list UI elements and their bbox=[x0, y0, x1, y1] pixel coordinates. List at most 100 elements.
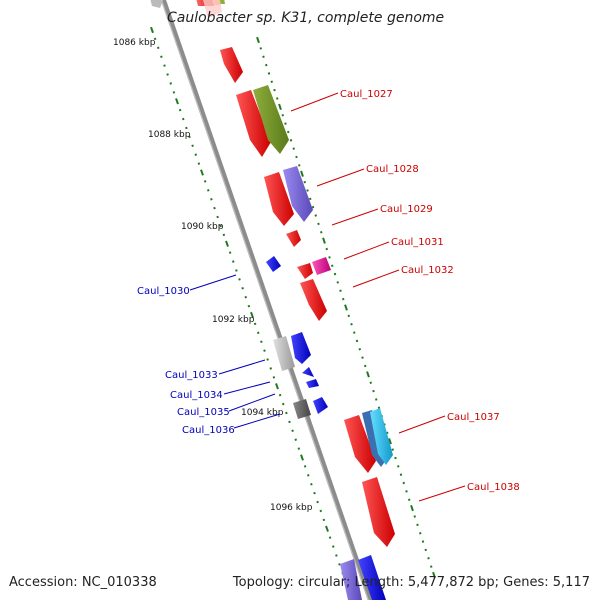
scale-minor-tick bbox=[372, 389, 375, 393]
scale-labels: 1086 kbp 1088 kbp 1090 kbp 1092 kbp 1094… bbox=[113, 38, 313, 513]
scale-minor-tick bbox=[264, 63, 268, 67]
scale-minor-tick bbox=[266, 358, 269, 361]
gene-label-caul-1038[interactable]: Caul_1038 bbox=[467, 482, 520, 493]
partial-features-top bbox=[150, 0, 225, 18]
gene-label-caul-1034[interactable]: Caul_1034 bbox=[170, 390, 223, 401]
scale-minor-tick bbox=[206, 189, 210, 192]
scale-label-1094: 1094 kbp bbox=[241, 408, 284, 418]
scale-minor-tick bbox=[197, 162, 201, 165]
scale-minor-tick bbox=[394, 456, 397, 460]
scale-major-tick bbox=[300, 454, 304, 461]
gene-label-caul-1037[interactable]: Caul_1037 bbox=[447, 412, 500, 423]
scale-minor-tick bbox=[297, 447, 301, 450]
scale-minor-tick bbox=[330, 264, 334, 267]
scale-minor-tick bbox=[216, 215, 219, 219]
gene-arrow-caul-1038 bbox=[362, 477, 395, 547]
gene-arrow-caul-1028-red bbox=[264, 172, 294, 226]
scale-minor-tick bbox=[306, 474, 310, 477]
scale-minor-tick bbox=[169, 82, 173, 85]
scale-minor-tick bbox=[328, 536, 332, 539]
map-title: Caulobacter sp. K31, complete genome bbox=[167, 10, 444, 26]
genome-backbone bbox=[160, 0, 373, 600]
gene-arrow-caul-1034 bbox=[302, 367, 314, 377]
scale-minor-tick bbox=[424, 548, 428, 552]
scale-major-tick bbox=[150, 26, 154, 34]
scale-minor-tick bbox=[289, 139, 293, 142]
scale-minor-tick bbox=[213, 206, 216, 210]
scale-minor-tick bbox=[310, 482, 313, 486]
scale-minor-tick bbox=[262, 55, 265, 58]
scale-minor-tick bbox=[303, 180, 307, 184]
gene-arrow-caul-1030 bbox=[266, 256, 281, 272]
scale-minor-tick bbox=[153, 37, 157, 41]
gene-label-caul-1032[interactable]: Caul_1032 bbox=[401, 265, 454, 276]
scale-minor-tick bbox=[194, 153, 198, 156]
scale-minor-tick bbox=[272, 376, 276, 379]
gene-arrow-caul-1031 bbox=[312, 257, 331, 275]
scale-minor-tick bbox=[228, 251, 232, 254]
scale-major-tick bbox=[200, 169, 204, 176]
gene-arrow-caul-1032 bbox=[300, 279, 327, 321]
scale-minor-tick bbox=[322, 518, 326, 522]
gene-label-caul-1036[interactable]: Caul_1036 bbox=[182, 425, 235, 436]
reverse-strand-features bbox=[266, 256, 362, 600]
scale-label-1092: 1092 kbp bbox=[212, 315, 255, 325]
scale-minor-tick bbox=[273, 88, 276, 92]
scale-minor-tick bbox=[391, 448, 395, 451]
scale-minor-tick bbox=[314, 214, 318, 217]
gene-label-caul-1028[interactable]: Caul_1028 bbox=[366, 164, 419, 175]
gene-label-caul-1030[interactable]: Caul_1030 bbox=[137, 286, 190, 297]
scale-minor-tick bbox=[291, 429, 294, 433]
gene-label-caul-1033[interactable]: Caul_1033 bbox=[165, 370, 218, 381]
scale-major-tick bbox=[300, 170, 304, 177]
gene-label-caul-1035[interactable]: Caul_1035 bbox=[177, 407, 230, 418]
scale-minor-tick bbox=[285, 411, 288, 415]
scale-minor-tick bbox=[270, 80, 274, 84]
gene-arrow-caul-1036 bbox=[313, 397, 328, 414]
gene-arrow-caul-1037-red bbox=[344, 415, 376, 473]
gene-label-caul-1031[interactable]: Caul_1031 bbox=[391, 237, 444, 248]
scale-minor-tick bbox=[306, 189, 309, 192]
gene-label-caul-1029[interactable]: Caul_1029 bbox=[380, 204, 433, 215]
inner-scale-ring bbox=[150, 26, 354, 600]
scale-major-tick bbox=[256, 36, 260, 44]
scale-major-tick bbox=[388, 438, 392, 445]
scale-minor-tick bbox=[219, 224, 223, 228]
scale-minor-tick bbox=[405, 490, 408, 493]
gene-label-caul-1027[interactable]: Caul_1027 bbox=[340, 89, 393, 100]
scale-major-tick bbox=[225, 240, 229, 247]
forward-strand-features bbox=[220, 47, 395, 600]
scale-minor-tick bbox=[303, 465, 307, 468]
scale-minor-tick bbox=[284, 122, 287, 125]
scale-minor-tick bbox=[328, 256, 331, 259]
scale-minor-tick bbox=[369, 381, 373, 384]
scale-minor-tick bbox=[231, 260, 235, 263]
scale-minor-tick bbox=[399, 473, 403, 476]
scale-minor-tick bbox=[253, 322, 257, 326]
forward-gene-labels: Caul_1027 Caul_1028 Caul_1029 Caul_1031 … bbox=[290, 89, 520, 502]
scale-label-1096: 1096 kbp bbox=[270, 503, 313, 513]
scale-minor-tick bbox=[188, 135, 191, 139]
scale-minor-tick bbox=[355, 339, 359, 343]
scale-minor-tick bbox=[203, 180, 207, 183]
gene-arrow-caul-1027-red bbox=[236, 90, 271, 157]
scale-minor-tick bbox=[181, 117, 185, 121]
scale-minor-tick bbox=[361, 356, 364, 359]
scale-minor-tick bbox=[235, 269, 238, 272]
gene-arrow-caul-1029 bbox=[286, 230, 301, 247]
scale-minor-tick bbox=[166, 73, 169, 76]
gene-arrow bbox=[220, 47, 243, 83]
scale-minor-tick bbox=[163, 64, 166, 67]
scale-minor-tick bbox=[325, 247, 329, 251]
scale-minor-tick bbox=[333, 272, 337, 276]
scale-major-tick bbox=[278, 103, 282, 111]
scale-label-1086: 1086 kbp bbox=[113, 38, 156, 48]
scale-minor-tick bbox=[288, 420, 291, 424]
scale-minor-tick bbox=[247, 304, 251, 308]
scale-minor-tick bbox=[427, 557, 430, 560]
gene-arrow-caul-1033-grey bbox=[273, 336, 295, 371]
reverse-gene-labels: Caul_1030 Caul_1033 Caul_1034 Caul_1035 … bbox=[137, 274, 281, 436]
scale-minor-tick bbox=[358, 348, 362, 351]
scale-minor-tick bbox=[421, 540, 425, 543]
